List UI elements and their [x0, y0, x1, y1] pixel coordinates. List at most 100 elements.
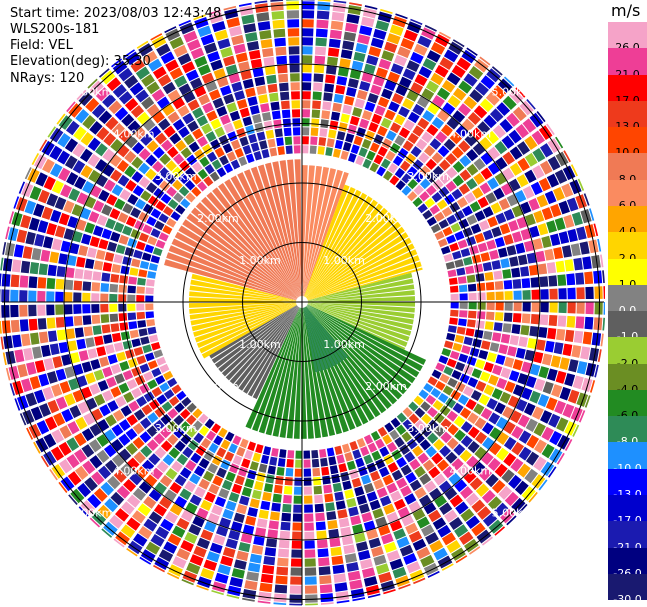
noise-gate [240, 533, 253, 544]
noise-gate [558, 288, 567, 300]
noise-gate [363, 576, 378, 587]
sector-ray [279, 160, 302, 297]
noise-gate [468, 292, 477, 301]
noise-gate [523, 240, 535, 252]
sector-ray [302, 165, 322, 297]
noise-gate [457, 239, 468, 249]
noise-gate [591, 254, 601, 269]
sector-ray [206, 191, 299, 298]
noise-gate [204, 418, 215, 429]
noise-gate [126, 517, 141, 531]
noise-gate [249, 498, 260, 509]
noise-gate [580, 209, 592, 224]
noise-gate [16, 395, 29, 410]
noise-gate [342, 40, 355, 51]
noise-gate [390, 417, 401, 428]
noise-gate [319, 584, 333, 594]
noise-gate [302, 82, 312, 91]
colorbar-segment [608, 494, 647, 522]
noise-gate [544, 340, 555, 353]
noise-gate [389, 24, 404, 37]
noise-gate [138, 328, 148, 337]
noise-gate [143, 496, 157, 509]
noise-gate [263, 446, 272, 456]
noise-gate [87, 153, 101, 168]
noise-gate [185, 459, 197, 472]
noise-gate [518, 446, 532, 461]
noise-gate [396, 412, 407, 423]
noise-gate [473, 105, 488, 119]
sector-ray [305, 306, 398, 405]
noise-gate [42, 386, 54, 401]
noise-gate [397, 46, 411, 59]
noise-gate [370, 470, 381, 482]
noise-gate [381, 533, 394, 545]
noise-gate [145, 541, 161, 555]
noise-gate [355, 155, 365, 166]
noise-gate [152, 160, 164, 173]
noise-gate [132, 436, 145, 450]
noise-gate [395, 575, 410, 588]
noise-gate [423, 145, 436, 157]
noise-gate [84, 222, 96, 234]
noise-gate [459, 531, 474, 545]
noise-gate [328, 528, 340, 539]
noise-gate [96, 126, 110, 141]
noise-gate [123, 391, 135, 403]
noise-gate [66, 172, 79, 186]
noise-gate [214, 572, 229, 584]
colorbar-segment [608, 179, 647, 207]
noise-gate [64, 279, 74, 290]
noise-gate [4, 242, 16, 257]
noise-gate [500, 183, 513, 196]
noise-gate [452, 175, 464, 187]
noise-gate [198, 478, 210, 490]
noise-gate [123, 479, 137, 493]
noise-gate [566, 315, 576, 328]
noise-gate [367, 593, 381, 599]
noise-gate [22, 409, 35, 425]
noise-gate [360, 16, 375, 28]
noise-gate [358, 503, 370, 514]
noise-gate [429, 539, 444, 553]
noise-gate [392, 566, 407, 579]
noise-gate [69, 352, 81, 364]
noise-gate [511, 441, 525, 456]
sector-ray [214, 305, 298, 368]
noise-gate [409, 569, 425, 582]
noise-gate [102, 148, 115, 162]
noise-gate [124, 150, 137, 164]
sector-ray [307, 249, 418, 300]
sector-ray [307, 303, 412, 336]
noise-gate [407, 132, 419, 145]
sector-ray [305, 306, 387, 414]
noise-gate [149, 334, 159, 343]
noise-gate [459, 169, 472, 182]
noise-gate [443, 366, 454, 376]
noise-gate [538, 366, 550, 379]
noise-gate [77, 482, 92, 498]
noise-gate [126, 414, 138, 426]
noise-gate [82, 460, 96, 475]
noise-gate [55, 316, 65, 328]
noise-gate [262, 491, 272, 502]
noise-gate [47, 264, 57, 277]
noise-gate [99, 356, 110, 368]
noise-gate [179, 488, 192, 501]
ring-label: 3.00km [155, 170, 197, 183]
noise-gate [459, 407, 472, 419]
noise-gate [109, 293, 118, 302]
noise-gate [75, 109, 90, 124]
noise-gate [126, 547, 138, 557]
noise-gate [439, 57, 454, 71]
noise-gate [517, 254, 528, 266]
noise-gate [439, 159, 451, 171]
noise-gate [363, 454, 374, 465]
noise-gate [19, 290, 28, 302]
sector-ray [302, 165, 315, 297]
noise-gate [40, 344, 51, 358]
noise-gate [97, 418, 110, 432]
sector-ray [287, 159, 302, 297]
sector-ray [302, 165, 308, 297]
noise-gate [171, 460, 183, 473]
